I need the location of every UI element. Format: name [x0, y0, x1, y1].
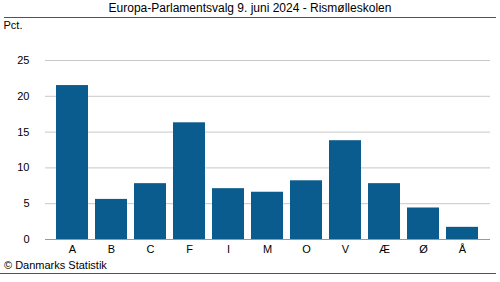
svg-text:C: C: [147, 243, 155, 255]
svg-text:Å: Å: [459, 243, 467, 255]
svg-text:15: 15: [17, 126, 29, 138]
svg-text:0: 0: [23, 233, 29, 245]
svg-text:V: V: [342, 243, 350, 255]
svg-text:Pct.: Pct.: [4, 19, 23, 31]
html-text:© Danmarks Statistik: © Danmarks Statistik: [4, 259, 107, 271]
html-text:Europa-Parlamentsvalg 9. juni: Europa-Parlamentsvalg 9. juni 2024 - Ris…: [108, 1, 392, 15]
svg-text:M: M: [263, 243, 272, 255]
svg-text:Æ: Æ: [379, 243, 390, 255]
svg-text:O: O: [302, 243, 311, 255]
svg-text:20: 20: [17, 90, 29, 102]
svg-text:F: F: [186, 243, 193, 255]
svg-text:10: 10: [17, 161, 29, 173]
svg-text:25: 25: [17, 54, 29, 66]
svg-text:Ø: Ø: [419, 243, 428, 255]
svg-text:5: 5: [23, 197, 29, 209]
svg-text:I: I: [227, 243, 230, 255]
svg-text:B: B: [108, 243, 115, 255]
svg-text:A: A: [69, 243, 77, 255]
